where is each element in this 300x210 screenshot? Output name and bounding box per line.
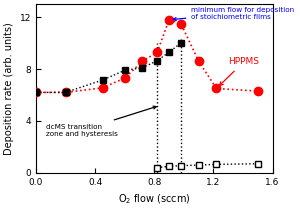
Text: dcMS transition
zone and hysteresis: dcMS transition zone and hysteresis [46,106,156,136]
Y-axis label: Deposition rate (arb. units): Deposition rate (arb. units) [4,22,14,155]
X-axis label: O$_2$ flow (sccm): O$_2$ flow (sccm) [118,192,191,206]
Text: minimum flow for deposition
of stoichiometric films: minimum flow for deposition of stoichiom… [173,7,294,21]
Text: HPPMS: HPPMS [219,58,259,86]
